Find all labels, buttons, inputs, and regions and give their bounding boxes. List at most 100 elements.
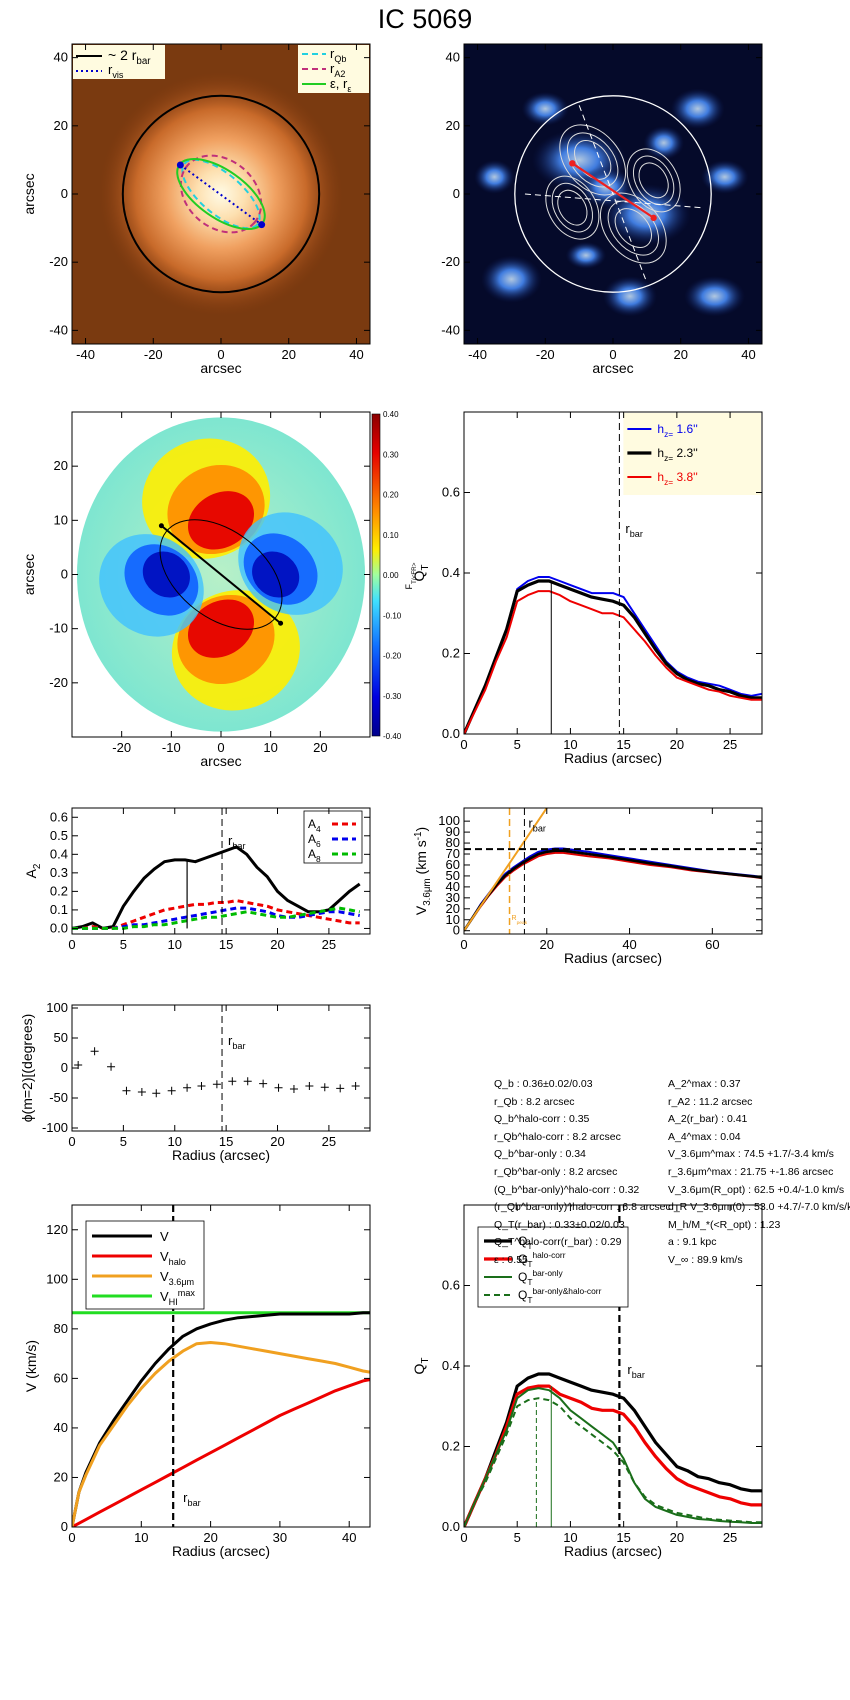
y-axis-label: V (km/s) [23, 1340, 39, 1392]
y-tick-label: 20 [54, 118, 68, 133]
y-axis-label: QT [411, 565, 431, 582]
x-tick-label: -40 [468, 347, 487, 362]
chart-force-map: -20 -10 0 10 20 -20 -10 0 10 20 arcsec arcsec 0.40 0.… [21, 410, 418, 769]
x-tick-label: 5 [514, 737, 521, 752]
y-tick-label: 0.0 [442, 726, 460, 741]
param-qb: Q_b : 0.36±0.02/0.03 [494, 1078, 593, 1090]
x-tick-label: 25 [723, 1530, 737, 1545]
param-rqb-bar-halo: (r_Qb^bar-only)^halo-corr : 6.8 arcsec [494, 1201, 671, 1214]
series-v-3-6-m [72, 1341, 370, 1527]
y-axis-label: arcsec [21, 173, 37, 214]
y-tick-label: 0.0 [50, 920, 68, 935]
y-tick-label: 80 [54, 1321, 68, 1336]
y-tick-label: 50 [54, 1030, 68, 1045]
phase-point [122, 1086, 131, 1095]
contour [626, 148, 681, 213]
colorbar-tick-label: -0.40 [383, 732, 402, 741]
x-tick-label: 40 [622, 937, 636, 952]
series-q-t [464, 1372, 762, 1527]
y-tick-label: 0.1 [50, 902, 68, 917]
x-tick-label: 60 [705, 937, 719, 952]
phase-point [107, 1062, 116, 1071]
x-tick-label: 0 [460, 937, 467, 952]
y-tick-label: 100 [46, 1000, 68, 1015]
legend-label: A6 [308, 832, 321, 849]
x-tick-label: 0 [68, 937, 75, 952]
y-tick-label: 0.6 [50, 809, 68, 824]
legend-label: V [160, 1229, 169, 1244]
legend-label: hz= 1.6'' [657, 422, 697, 439]
axis-dashed-line [578, 105, 648, 283]
x-tick-label: -10 [162, 740, 181, 755]
y-tick-label: 10 [446, 912, 460, 927]
contour [545, 175, 600, 240]
param-qb-bar-halo: (Q_b^bar-only)^halo-corr : 0.32 [494, 1183, 640, 1196]
x-tick-label: 15 [616, 1530, 630, 1545]
y-tick-label: 0.4 [50, 846, 68, 861]
series-q-t-bar-only [464, 1387, 762, 1527]
param-vinf: V_∞ : 89.9 km/s [668, 1253, 743, 1266]
y-tick-label: -10 [49, 621, 68, 636]
emission-blob [565, 241, 607, 269]
series-v-3-6-m-h-z-1-6 [464, 847, 762, 932]
x-tick-label: 40 [349, 347, 363, 362]
colorbar-tick-label: 0.30 [383, 450, 399, 459]
bar-line [160, 524, 282, 625]
x-tick-label: 10 [168, 937, 182, 952]
legend-label: ε, rε [330, 76, 351, 94]
series-q-t-bar-only-halo-corr [464, 1397, 762, 1527]
x-tick-label: -20 [112, 740, 131, 755]
y-tick-label: -20 [49, 254, 68, 269]
param-qt-halo-rbar: Q_T^halo-corr(r_bar) : 0.29 [494, 1236, 622, 1249]
legend-label: V3.6μm [160, 1269, 194, 1287]
circle-2rbar [121, 94, 321, 294]
emission-blob [670, 88, 725, 130]
rbar-label: rbar [528, 816, 546, 834]
y-tick-label: -20 [49, 675, 68, 690]
y-tick-label: 40 [446, 50, 460, 65]
y-tick-label: 0.0 [442, 1519, 460, 1534]
y-tick-label: -100 [42, 1120, 68, 1135]
phase-point [90, 1047, 99, 1056]
chart-image-residual: -40 -20 0 20 40 -40 -20 0 20 40 arcsec [441, 43, 763, 376]
phase-point [167, 1086, 176, 1095]
parameters-left: Q_b : 0.36±0.02/0.03 r_Qb : 8.2 arcsec Q… [494, 1076, 671, 1270]
colorbar-tick-label: -0.10 [383, 611, 402, 620]
y-tick-label: -40 [49, 322, 68, 337]
contour [638, 162, 669, 199]
x-tick-label: 5 [120, 937, 127, 952]
phase-point [305, 1082, 314, 1090]
y-tick-label: 30 [446, 890, 460, 905]
emission-blob [643, 125, 685, 160]
series-q-t-halo-corr [464, 1384, 762, 1527]
legend-label: hz= 3.8'' [657, 470, 697, 487]
y-tick-label: 0.2 [442, 1439, 460, 1454]
contour [632, 155, 675, 206]
chart-phase: rbar 0 5 10 15 20 25 -100 -50 0 50 100 Radius (arcse… [19, 1000, 371, 1163]
contour [599, 192, 667, 264]
rbar-label: rbar [183, 1490, 201, 1508]
y-tick-label: 20 [54, 1469, 68, 1484]
colorbar [371, 413, 381, 737]
param-vropt: V_3.6μm(R_opt) : 62.5 +0.4/-1.0 km/s [668, 1183, 845, 1196]
series-a-8 [72, 906, 360, 930]
param-qt-rbar: Q_T(r_bar) : 0.33±0.02/0.03 [494, 1218, 625, 1231]
colorbar-tick-label: -0.20 [383, 652, 402, 661]
chart-qt-corrections: rbarQTQThalo-corrQTbar-onlyQTbar-only&ha… [411, 1204, 763, 1559]
param-qb-halo: Q_b^halo-corr : 0.35 [494, 1113, 590, 1126]
x-axis-label: Radius (arcsec) [564, 750, 662, 766]
plot-frame [71, 1004, 371, 1132]
series-v [72, 1311, 370, 1527]
x-axis-label: Radius (arcsec) [172, 1543, 270, 1559]
y-tick-label: 10 [54, 512, 68, 527]
x-tick-label: 0 [460, 1530, 467, 1545]
y-axis-label: QT [411, 1358, 431, 1375]
colorbar-tick-label: 0.40 [383, 410, 399, 419]
series-h-z-2-3- [464, 579, 762, 734]
phase-point [351, 1082, 360, 1090]
x-tick-label: 20 [540, 937, 554, 952]
param-a4max: A_4^max : 0.04 [668, 1130, 741, 1143]
y-tick-label: 60 [446, 857, 460, 872]
emission-blob [602, 275, 658, 317]
